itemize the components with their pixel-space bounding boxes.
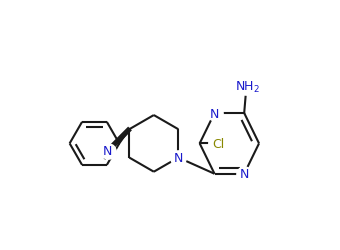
Text: N: N	[103, 145, 113, 158]
Text: NH$_2$: NH$_2$	[235, 79, 260, 94]
Text: N: N	[210, 107, 219, 120]
Text: Cl: Cl	[212, 137, 224, 150]
Text: N: N	[174, 152, 183, 164]
Text: N: N	[239, 168, 249, 180]
